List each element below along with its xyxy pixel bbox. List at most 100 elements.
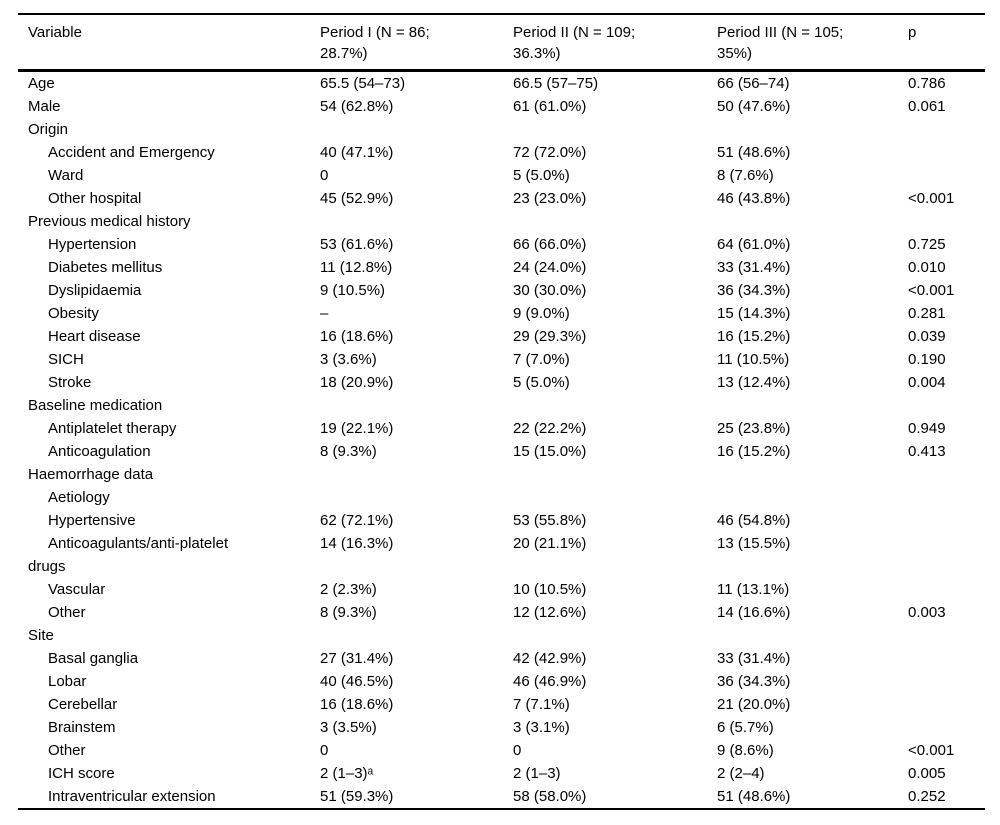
value-cell: 51 (48.6%) bbox=[717, 788, 791, 805]
value-cell: 66 (66.0%) bbox=[513, 236, 587, 253]
value-cell: 64 (61.0%) bbox=[717, 236, 791, 253]
column-header-label: Variable bbox=[28, 24, 82, 41]
p-value-cell bbox=[898, 532, 985, 555]
value-cell: 53 (55.8%) bbox=[513, 512, 587, 529]
value-cell: 16 (15.2%) bbox=[717, 328, 791, 345]
value-cell: 50 (47.6%) bbox=[717, 98, 791, 115]
table-row: drugs bbox=[18, 555, 985, 578]
value-cell: 3 (3.5%) bbox=[320, 719, 377, 736]
table-row: Other hospital 45 (52.9%) 23 (23.0%) 46 (43… bbox=[18, 187, 985, 210]
column-header-line1: Period II (N = 109; bbox=[513, 24, 636, 41]
value-cell bbox=[310, 486, 503, 509]
value-cell: 7 (7.0%) bbox=[513, 351, 570, 368]
value-cell: 2 (1–3) bbox=[513, 765, 561, 782]
p-value-cell: 0.949 bbox=[908, 420, 946, 437]
value-cell bbox=[310, 624, 503, 647]
value-cell: 66 (56–74) bbox=[717, 75, 790, 92]
value-cell: 33 (31.4%) bbox=[717, 650, 791, 667]
p-value-cell bbox=[898, 670, 985, 693]
value-cell: 45 (52.9%) bbox=[320, 190, 394, 207]
p-value-cell bbox=[898, 394, 985, 417]
row-label: Antiplatelet therapy bbox=[48, 420, 177, 437]
column-header-period-2: Period II (N = 109; 36.3%) bbox=[503, 14, 707, 72]
table-row: Anticoagulants/anti-platelet 14 (16.3%) 20… bbox=[18, 532, 985, 555]
value-cell: 0 bbox=[320, 167, 329, 184]
value-cell: – bbox=[320, 305, 329, 322]
column-header-period-1: Period I (N = 86; 28.7%) bbox=[310, 14, 503, 72]
row-label: Intraventricular extension bbox=[48, 788, 216, 805]
value-cell bbox=[503, 555, 707, 578]
table-header: Variable Period I (N = 86; 28.7%) Period… bbox=[18, 14, 985, 72]
value-cell bbox=[310, 555, 503, 578]
p-value-cell: <0.001 bbox=[908, 282, 955, 299]
value-cell: 6 (5.7%) bbox=[717, 719, 774, 736]
table-row: Aetiology bbox=[18, 486, 985, 509]
value-cell bbox=[707, 624, 898, 647]
row-label: ICH score bbox=[48, 765, 115, 782]
p-value-cell: 0.003 bbox=[908, 604, 946, 621]
value-cell: 11 (10.5%) bbox=[717, 351, 790, 368]
table-row: Male 54 (62.8%) 61 (61.0%) 50 (47.6%) 0.061 bbox=[18, 95, 985, 118]
column-header-p-value: p bbox=[898, 14, 985, 72]
patient-characteristics-table-wrap: Variable Period I (N = 86; 28.7%) Period… bbox=[18, 13, 985, 810]
row-label: Cerebellar bbox=[48, 696, 118, 713]
row-label: Diabetes mellitus bbox=[48, 259, 163, 276]
value-cell: 54 (62.8%) bbox=[320, 98, 394, 115]
row-label: Hypertension bbox=[48, 236, 137, 253]
p-value-cell bbox=[898, 164, 985, 187]
value-cell: 8 (9.3%) bbox=[320, 443, 377, 460]
value-cell bbox=[707, 118, 898, 141]
row-label: Dyslipidaemia bbox=[48, 282, 142, 299]
p-value-cell: 0.010 bbox=[908, 259, 946, 276]
value-cell: 13 (12.4%) bbox=[717, 374, 791, 391]
table-row: Site bbox=[18, 624, 985, 647]
p-value-cell bbox=[898, 486, 985, 509]
section-label: Aetiology bbox=[48, 489, 110, 506]
column-header-period-3: Period III (N = 105; 35%) bbox=[707, 14, 898, 72]
value-cell: 46 (46.9%) bbox=[513, 673, 587, 690]
p-value-cell: 0.039 bbox=[908, 328, 946, 345]
value-cell: 30 (30.0%) bbox=[513, 282, 587, 299]
p-value-cell: 0.725 bbox=[908, 236, 946, 253]
table-row: Origin bbox=[18, 118, 985, 141]
row-label: Anticoagulants/anti-platelet bbox=[48, 535, 229, 552]
p-value-cell bbox=[898, 210, 985, 233]
table-row: ICH score 2 (1–3)ᵃ 2 (1–3) 2 (2–4) 0.005 bbox=[18, 762, 985, 785]
table-row: SICH 3 (3.6%) 7 (7.0%) 11 (10.5%) 0.190 bbox=[18, 348, 985, 371]
table-row: Basal ganglia 27 (31.4%) 42 (42.9%) 33 (31.… bbox=[18, 647, 985, 670]
row-label: SICH bbox=[48, 351, 84, 368]
section-label: Baseline medication bbox=[28, 397, 163, 414]
value-cell: 11 (13.1%) bbox=[717, 581, 790, 598]
column-header-variable: Variable bbox=[18, 14, 310, 72]
p-value-cell bbox=[898, 693, 985, 716]
value-cell: 42 (42.9%) bbox=[513, 650, 587, 667]
value-cell: 13 (15.5%) bbox=[717, 535, 791, 552]
value-cell: 14 (16.6%) bbox=[717, 604, 791, 621]
table-row: Age 65.5 (54–73) 66.5 (57–75) 66 (56–74) 0.7… bbox=[18, 71, 985, 96]
row-label: Basal ganglia bbox=[48, 650, 139, 667]
value-cell: 21 (20.0%) bbox=[717, 696, 791, 713]
table-row: Heart disease 16 (18.6%) 29 (29.3%) 16 (15.… bbox=[18, 325, 985, 348]
value-cell: 11 (12.8%) bbox=[320, 259, 393, 276]
value-cell: 5 (5.0%) bbox=[513, 374, 570, 391]
column-header-line2: 28.7%) bbox=[320, 45, 368, 62]
value-cell: 19 (22.1%) bbox=[320, 420, 394, 437]
table-row: Other 8 (9.3%) 12 (12.6%) 14 (16.6%) 0.003 bbox=[18, 601, 985, 624]
p-value-cell: 0.004 bbox=[908, 374, 946, 391]
value-cell: 16 (18.6%) bbox=[320, 696, 394, 713]
value-cell bbox=[310, 210, 503, 233]
row-label: Other hospital bbox=[48, 190, 142, 207]
value-cell: 23 (23.0%) bbox=[513, 190, 587, 207]
row-label: Anticoagulation bbox=[48, 443, 151, 460]
value-cell bbox=[707, 463, 898, 486]
value-cell: 46 (43.8%) bbox=[717, 190, 791, 207]
value-cell: 46 (54.8%) bbox=[717, 512, 791, 529]
value-cell: 8 (9.3%) bbox=[320, 604, 377, 621]
p-value-cell: 0.005 bbox=[908, 765, 946, 782]
table-row: Anticoagulation 8 (9.3%) 15 (15.0%) 16 (15.… bbox=[18, 440, 985, 463]
value-cell bbox=[310, 394, 503, 417]
value-cell: 20 (21.1%) bbox=[513, 535, 587, 552]
value-cell: 9 (9.0%) bbox=[513, 305, 570, 322]
value-cell: 16 (15.2%) bbox=[717, 443, 791, 460]
value-cell: 18 (20.9%) bbox=[320, 374, 394, 391]
